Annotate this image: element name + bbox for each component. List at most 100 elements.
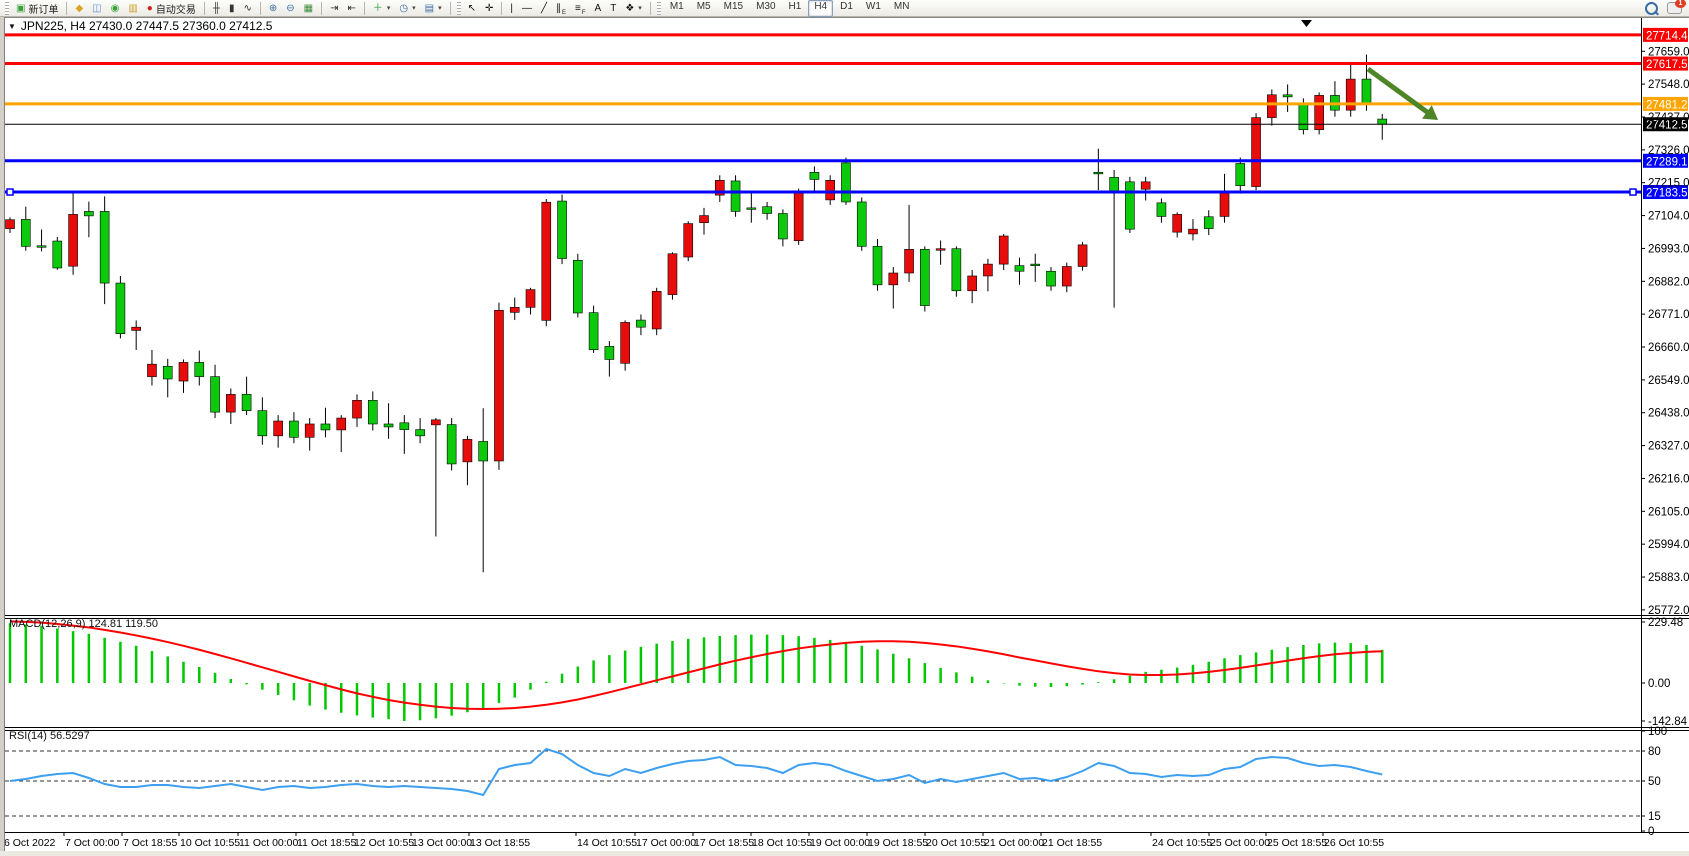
bar-chart-type-button[interactable]: ╫ — [209, 0, 224, 17]
candle-body — [525, 289, 536, 308]
time-axis-label: 24 Oct 10:55 — [1152, 837, 1212, 849]
search-button[interactable] — [1641, 0, 1662, 17]
toolbar-grip[interactable] — [456, 1, 461, 15]
toolbar: ▣ 新订单 ◆ ◫ ◉ ▥ ● 自动交易 ╫ ▮ ∿ ⊕ ⊖ ▦ ⇥ ⇤ ＋ ▾ ◷ ▾ ▤ ▾ ↖ ✛ | — ╱ ∥ E ≡ F A T ❖ ▾… — [0, 0, 1689, 17]
timeframe-button-m1[interactable]: M1 — [669, 0, 684, 12]
equidistant-channel-icon: ∥ — [556, 2, 562, 14]
candlestick-type-button[interactable]: ▮ — [225, 0, 239, 17]
candle-body — [1203, 216, 1214, 229]
candle-body — [352, 399, 362, 419]
vertical-line-button[interactable]: | — [506, 0, 517, 17]
axis-tick-label: 80 — [1648, 746, 1661, 758]
timeframe-button-mn[interactable]: MN — [893, 0, 910, 12]
crosshair-button[interactable]: ✛ — [481, 0, 497, 17]
chart-shift-button[interactable]: ⇤ — [343, 0, 359, 17]
one-click-trading-collapse-icon[interactable]: ▼ — [8, 21, 16, 31]
timeframe-button-m30[interactable]: M30 — [756, 0, 776, 12]
equidistant-channel-button[interactable]: ∥ E — [552, 0, 570, 17]
notification-badge: 1 — [1675, 0, 1686, 8]
zoom-out-button[interactable]: ⊖ — [282, 0, 298, 17]
axis-tick-label: 26105.0 — [1648, 506, 1689, 518]
zoom-in-icon: ⊕ — [268, 2, 278, 14]
auto-trading-button[interactable]: ● 自动交易 — [143, 0, 200, 17]
dropdown-caret-icon: ▾ — [638, 5, 642, 12]
candle-body — [336, 417, 347, 431]
text-button[interactable]: A — [591, 0, 606, 17]
candle-body — [920, 249, 930, 306]
rsi-label: RSI(14) 56.5297 — [9, 730, 90, 742]
candle-body — [131, 326, 141, 331]
auto-scroll-button[interactable]: ⇥ — [326, 0, 342, 17]
timeframe-button-w1[interactable]: W1 — [865, 0, 881, 12]
auto-trading-icon: ● — [146, 2, 153, 14]
time-axis-label: 25 Oct 00:00 — [1210, 837, 1270, 849]
candle-body — [1377, 118, 1388, 125]
text-icon: A — [594, 2, 602, 14]
candle-body — [367, 399, 378, 425]
periods-button[interactable]: ◷ ▾ — [395, 0, 419, 17]
timeframe-button-m5[interactable]: M5 — [696, 0, 711, 12]
candle-body — [541, 201, 552, 321]
text-label-button[interactable]: T — [606, 0, 620, 17]
price-badge-text: 27714.4 — [1646, 30, 1688, 42]
toolbar-separator — [649, 1, 651, 15]
toolbar-grip[interactable] — [656, 1, 661, 15]
data-window-button[interactable]: ◫ — [88, 0, 105, 17]
trend-arrow[interactable] — [1366, 66, 1432, 117]
horizontal-line-button[interactable]: — — [518, 0, 536, 17]
line-chart-type-button[interactable]: ∿ — [239, 0, 255, 17]
axis-tick-label: 26660.0 — [1648, 342, 1689, 354]
terminal-icon: ▥ — [128, 2, 138, 14]
toolbar-separator — [501, 1, 503, 15]
notifications-button[interactable]: 1 — [1663, 0, 1686, 17]
trendline-button[interactable]: ╱ — [537, 0, 551, 17]
terminal-button[interactable]: ▥ — [124, 0, 141, 17]
toolbar-separator — [66, 1, 68, 15]
candle-body — [825, 180, 835, 201]
arrows-button[interactable]: ❖ ▾ — [621, 0, 645, 17]
candle-body — [809, 172, 820, 180]
templates-button[interactable]: ▤ ▾ — [421, 0, 446, 17]
candle-body — [1125, 181, 1135, 230]
candle-body — [856, 201, 867, 247]
candle-body — [509, 307, 520, 313]
axis-tick-label: 26771.0 — [1648, 309, 1689, 321]
chart-canvas[interactable]: 27714.4 27617.5 27481.2 27412.5 27289.1 27183… — [0, 17, 1689, 856]
candle-body — [304, 423, 315, 438]
time-axis-label: 21 Oct 18:55 — [1042, 837, 1102, 849]
line-selection-handle[interactable] — [6, 188, 14, 196]
candle-body — [1314, 95, 1324, 131]
zoom-in-button[interactable]: ⊕ — [265, 0, 281, 17]
timeframe-button-m15[interactable]: M15 — [723, 0, 744, 12]
candle-body — [446, 424, 457, 465]
candle-body — [983, 263, 993, 277]
candle-body — [415, 429, 425, 437]
candle-body — [998, 235, 1009, 265]
candle-body — [478, 441, 488, 462]
tile-windows-button[interactable]: ▦ — [300, 0, 317, 17]
candle-body — [52, 240, 63, 269]
cursor-button[interactable]: ↖ — [464, 0, 480, 17]
toolbar-grip[interactable] — [5, 1, 9, 15]
vertical-line-icon: | — [510, 2, 513, 14]
timeframe-button-d1[interactable]: D1 — [840, 0, 853, 12]
candle-body — [935, 248, 946, 251]
chat-bubble-icon: 1 — [1667, 0, 1686, 14]
candle-body — [115, 282, 126, 334]
candle-body — [1219, 192, 1230, 217]
fibonacci-button[interactable]: ≡ F — [571, 0, 590, 17]
market-watch-button[interactable]: ◆ — [71, 0, 87, 17]
icon-subscript: F — [581, 9, 586, 16]
timeframe-button-h4[interactable]: H4 — [808, 0, 834, 17]
price-badge — [1643, 153, 1688, 168]
navigator-button[interactable]: ◉ — [107, 0, 124, 17]
new-order-button[interactable]: ▣ 新订单 — [12, 0, 62, 17]
candle-body — [241, 394, 252, 411]
timeframe-button-h1[interactable]: H1 — [788, 0, 802, 12]
candle-body — [84, 211, 94, 217]
line-selection-handle[interactable] — [1629, 188, 1637, 196]
indicators-button[interactable]: ＋ ▾ — [369, 0, 395, 17]
chart-background — [0, 17, 1689, 856]
time-axis-label: 26 Oct 10:55 — [1324, 837, 1384, 849]
price-badge-text: 27617.5 — [1646, 59, 1688, 71]
